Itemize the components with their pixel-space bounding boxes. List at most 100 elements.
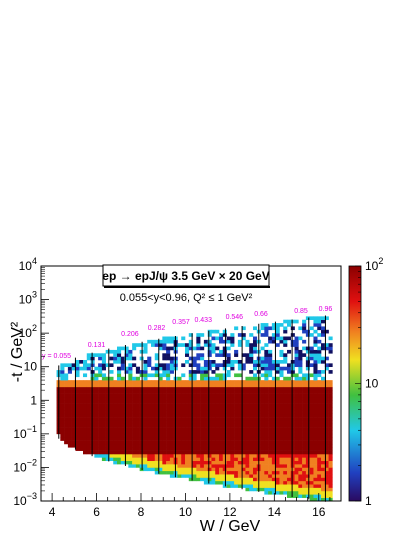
heatmap-cell [154,437,159,441]
heatmap-cell [128,454,133,458]
heatmap-cell [279,470,284,475]
heatmap-cell [207,423,212,428]
heatmap-cell [166,457,171,462]
heatmap-cell [222,460,227,465]
heatmap-cell [294,460,299,465]
heatmap-cell [64,393,69,398]
heatmap-cell [305,490,310,495]
heatmap-cell [260,433,265,438]
heatmap-cell [305,386,310,391]
heatmap-cell [234,467,239,472]
heatmap-cell [237,393,242,398]
heatmap-cell [196,413,201,418]
heatmap-cell [271,487,276,492]
heatmap-cell [166,423,171,428]
heatmap-cell [313,329,318,334]
heatmap-cell [158,413,163,418]
heatmap-cell [226,363,231,368]
heatmap-cell [294,487,299,492]
heatmap-cell [200,356,205,361]
heatmap-cell [215,437,220,441]
heatmap-cell [200,437,205,441]
vertical-bin-lines [58,315,326,502]
heatmap-cell [249,383,254,388]
heatmap-cell [101,443,106,448]
heatmap-cell [294,413,299,418]
heatmap-cell [200,376,205,381]
heatmap-cell [86,353,91,357]
heatmap-cell [135,454,140,458]
heatmap-cell [113,430,118,435]
heatmap-cell [290,450,295,455]
heatmap-cell [166,407,171,411]
heatmap-cell [105,400,110,404]
heatmap-cell [203,467,208,472]
heatmap-cell [271,443,276,448]
heatmap-cell [203,363,208,368]
heatmap-cell [313,447,318,451]
heatmap-cell [294,383,299,388]
heatmap-cell [279,410,284,415]
heatmap-cell [264,360,269,364]
heatmap-cell [245,339,250,344]
heatmap-cell [169,383,174,388]
heatmap-cell [192,467,197,472]
heatmap-cell [234,440,239,445]
heatmap-cell [143,450,148,455]
heatmap-cell [101,396,106,401]
heatmap-cell [60,396,65,401]
heatmap-cell [317,393,322,398]
heatmap-cell [230,417,235,421]
heatmap-cell [166,393,171,398]
heatmap-cell [313,490,318,495]
heatmap-cell [275,386,280,391]
heatmap-cell [222,474,227,478]
heatmap-cell [117,360,122,364]
heatmap-cell [207,417,212,421]
heatmap-cell [268,360,273,364]
heatmap-cell [151,417,156,421]
heatmap-cell [226,353,231,357]
heatmap-cell [268,326,273,331]
heatmap-cell [154,423,159,428]
heatmap-cell [234,353,239,357]
heatmap-cell [185,474,190,478]
heatmap-cell [249,437,254,441]
heatmap-cell [60,373,65,378]
heatmap-cell [241,464,246,468]
heatmap-cell [75,393,80,398]
heatmap-cell [151,437,156,441]
heatmap-cell [132,423,137,428]
heatmap-cell [109,396,114,401]
heatmap-cell [226,346,231,351]
heatmap-cell [203,454,208,458]
heatmap-cell [283,464,288,468]
heatmap-cell [260,393,265,398]
heatmap-cell [226,373,231,378]
heatmap-cell [181,460,186,465]
heatmap-cell [215,400,220,404]
heatmap-cell [298,423,303,428]
heatmap-cell [200,383,205,388]
heatmap-cell [313,366,318,371]
heatmap-cell [324,417,329,421]
heatmap-cell [203,403,208,408]
heatmap-cell [113,450,118,455]
heatmap-cell [117,403,122,408]
heatmap-cell [283,410,288,415]
heatmap-cell [192,380,197,384]
heatmap-cell [222,386,227,391]
heatmap-cell [185,386,190,391]
heatmap-cell [211,410,216,415]
heatmap-cell [287,410,292,415]
heatmap-cell [279,380,284,384]
heatmap-cell [253,454,258,458]
heatmap-cell [83,390,88,394]
heatmap-cell [151,447,156,451]
heatmap-cell [317,457,322,462]
heatmap-cell [271,390,276,394]
heatmap-cell [268,383,273,388]
heatmap-cell [60,383,65,388]
heatmap-cell [109,423,114,428]
heatmap-cell [226,454,231,458]
